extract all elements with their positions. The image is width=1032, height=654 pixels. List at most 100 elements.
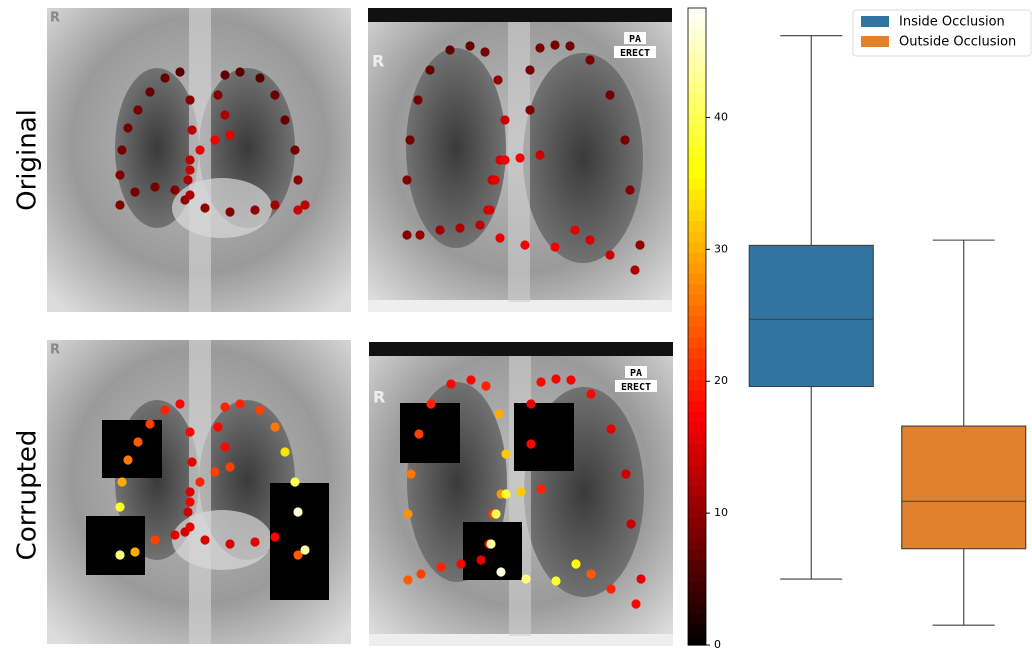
contour-point bbox=[566, 375, 575, 384]
contour-point bbox=[170, 530, 179, 539]
colorbar-segment bbox=[688, 178, 706, 189]
contour-point bbox=[150, 535, 159, 544]
contour-point bbox=[185, 155, 194, 164]
contour-point bbox=[123, 123, 132, 132]
contour-point bbox=[516, 487, 525, 496]
contour-point bbox=[445, 45, 454, 54]
occlusion bbox=[270, 483, 329, 600]
contour-point bbox=[225, 539, 234, 548]
colorbar-segment bbox=[688, 210, 706, 221]
contour-point bbox=[183, 175, 192, 184]
contour-point bbox=[225, 462, 234, 471]
row-label: Corrupted bbox=[13, 430, 43, 561]
contour-point bbox=[455, 223, 464, 232]
colorbar-segment bbox=[688, 82, 706, 93]
contour-point bbox=[565, 41, 574, 50]
figure: R R PA ERECT R R PA ERECT Original Corru… bbox=[0, 0, 1032, 650]
occlusion bbox=[102, 420, 162, 478]
contour-point bbox=[175, 399, 184, 408]
contour-point bbox=[130, 547, 139, 556]
contour-point bbox=[290, 477, 299, 486]
legend-label: Outside Occlusion bbox=[899, 35, 1016, 50]
colorbar-segment bbox=[688, 252, 706, 263]
colorbar-segment bbox=[688, 549, 706, 560]
colorbar-segment bbox=[688, 613, 706, 624]
colorbar-segment bbox=[688, 231, 706, 242]
contour-point bbox=[235, 399, 244, 408]
contour-point bbox=[255, 405, 264, 414]
contour-point bbox=[300, 545, 309, 554]
image-annotation: PA bbox=[630, 368, 642, 379]
contour-point bbox=[413, 95, 422, 104]
contour-point bbox=[456, 559, 465, 568]
contour-point bbox=[536, 377, 545, 386]
colorbar-segment bbox=[688, 571, 706, 582]
contour-point bbox=[300, 200, 309, 209]
contour-point bbox=[535, 43, 544, 52]
contour-point bbox=[115, 200, 124, 209]
contour-point bbox=[605, 250, 614, 259]
contour-point bbox=[536, 484, 545, 493]
contour-point bbox=[501, 489, 510, 498]
contour-point bbox=[225, 130, 234, 139]
contour-point bbox=[213, 422, 222, 431]
colorbar-segment bbox=[688, 40, 706, 51]
contour-point bbox=[526, 399, 535, 408]
contour-point bbox=[490, 175, 499, 184]
contour-point bbox=[586, 569, 595, 578]
contour-point bbox=[626, 519, 635, 528]
contour-point bbox=[403, 575, 412, 584]
contour-point bbox=[620, 135, 629, 144]
contour-point bbox=[185, 95, 194, 104]
colorbar-segment bbox=[688, 581, 706, 592]
colorbar-segment bbox=[688, 72, 706, 83]
contour-point bbox=[195, 145, 204, 154]
image-annotation: ERECT bbox=[621, 382, 651, 393]
contour-point bbox=[606, 424, 615, 433]
contour-point bbox=[213, 90, 222, 99]
contour-point bbox=[402, 175, 411, 184]
contour-point bbox=[293, 175, 302, 184]
contour-point bbox=[210, 135, 219, 144]
contour-point bbox=[606, 584, 615, 593]
contour-point bbox=[235, 67, 244, 76]
contour-point bbox=[481, 381, 490, 390]
contour-point bbox=[486, 539, 495, 548]
colorbar-segment bbox=[688, 8, 706, 19]
colorbar-segment bbox=[688, 358, 706, 369]
occlusion bbox=[514, 403, 574, 471]
contour-point bbox=[145, 87, 154, 96]
colorbar-segment bbox=[688, 19, 706, 30]
colorbar-segment bbox=[688, 369, 706, 380]
contour-point bbox=[115, 170, 124, 179]
colorbar-segment bbox=[688, 220, 706, 231]
contour-point bbox=[496, 567, 505, 576]
contour-point bbox=[426, 399, 435, 408]
image-annotation: R bbox=[50, 343, 60, 358]
contour-point bbox=[435, 225, 444, 234]
contour-point bbox=[585, 55, 594, 64]
colorbar-segment bbox=[688, 188, 706, 199]
contour-point bbox=[250, 205, 259, 214]
colorbar-segment bbox=[688, 454, 706, 465]
contour-point bbox=[185, 497, 194, 506]
colorbar-segment bbox=[688, 465, 706, 476]
contour-point bbox=[605, 90, 614, 99]
colorbar-segment bbox=[688, 528, 706, 539]
colorbar-segment bbox=[688, 29, 706, 40]
colorbar-segment bbox=[688, 263, 706, 274]
box bbox=[749, 245, 873, 386]
contour-point bbox=[501, 449, 510, 458]
contour-point bbox=[187, 125, 196, 134]
contour-point bbox=[280, 115, 289, 124]
image-annotation: R bbox=[372, 52, 384, 71]
contour-point bbox=[150, 182, 159, 191]
contour-point bbox=[133, 105, 142, 114]
colorbar-segment bbox=[688, 518, 706, 529]
contour-point bbox=[551, 374, 560, 383]
panel-corrupted-1 bbox=[47, 340, 351, 644]
occlusion bbox=[400, 403, 460, 463]
colorbar-segment bbox=[688, 603, 706, 614]
contour-point bbox=[117, 477, 126, 486]
contour-point bbox=[133, 437, 142, 446]
